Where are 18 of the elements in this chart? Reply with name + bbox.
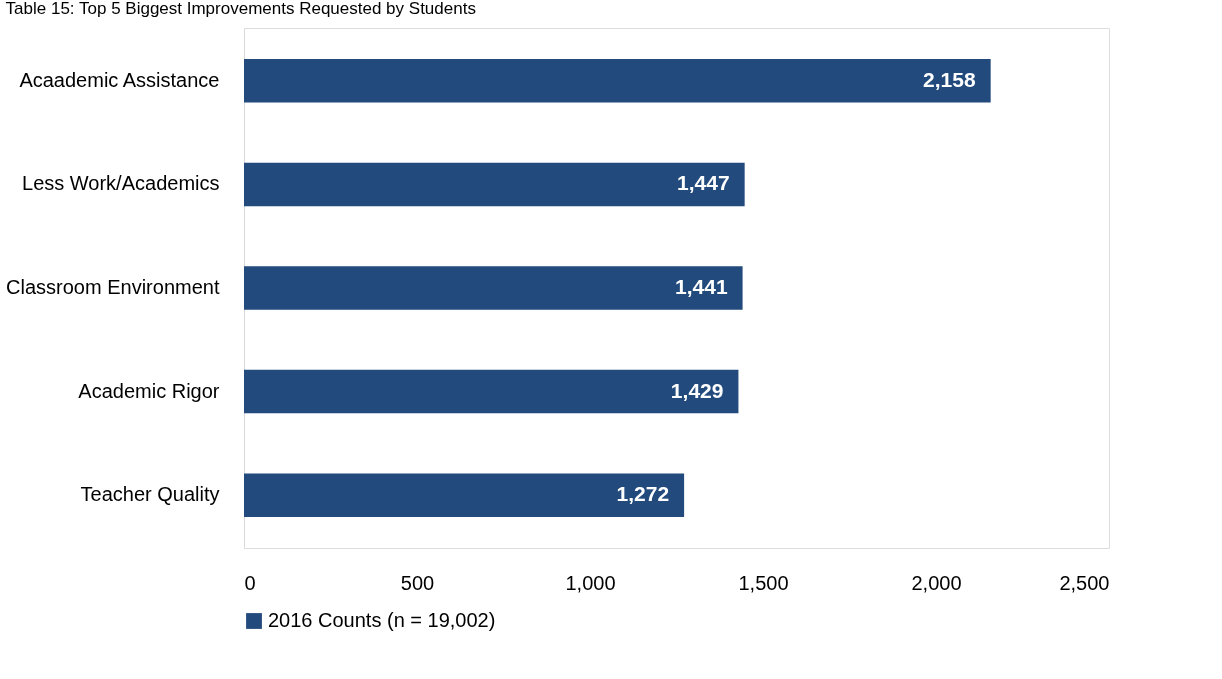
text: 1,429 (670, 378, 724, 402)
y-tick-label: Academic Rigor (78, 379, 220, 402)
x-tick-label: 2,500 (1059, 571, 1110, 594)
legend-label: 2016 Counts (n = 19,002) (268, 609, 496, 631)
y-tick-label: Classroom Environment (6, 276, 220, 298)
text: 1,272 (616, 482, 670, 506)
x-tick-label: 2,000 (911, 571, 962, 594)
x-tick-label: 500 (400, 571, 435, 594)
text: 1,447 (677, 171, 730, 195)
x-tick-label: 1,500 (738, 571, 789, 594)
y-tick-label: Less Work/Academics (22, 172, 220, 195)
x-tick-label: 0 (244, 571, 256, 594)
y-tick-label: Acaademic Assistance (19, 68, 220, 91)
y-tick-label: Teacher Quality (80, 483, 220, 506)
text: 1,441 (675, 275, 728, 298)
x-tick-label: 1,000 (565, 571, 616, 594)
chart-title: Table 15: Top 5 Biggest Improvements Requested by Students (5, 0, 476, 18)
text: 2,158 (923, 67, 976, 91)
